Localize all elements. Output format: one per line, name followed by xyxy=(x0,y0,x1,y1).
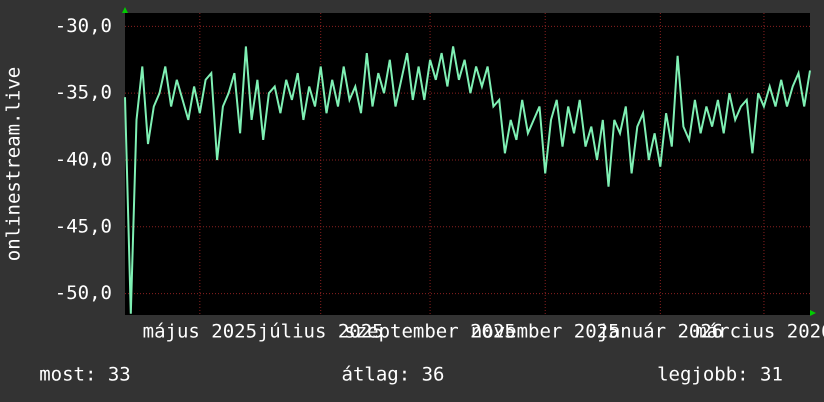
footer-stat: legjobb: 31 xyxy=(657,364,783,386)
x-tick-label: szeptember 2025 xyxy=(344,321,516,343)
y-tick-label: -40,0 xyxy=(55,148,112,170)
x-tick-label: július 2025 xyxy=(258,321,384,343)
x-tick-label: január 2026 xyxy=(597,321,723,343)
x-tick-label: március 2026 xyxy=(695,321,824,343)
x-tick-label: május 2025 xyxy=(143,321,257,343)
axis-arrow xyxy=(122,7,128,13)
footer-stat: átlag: 36 xyxy=(342,364,445,386)
x-tick-label: november 2025 xyxy=(471,321,620,343)
y-tick-label: -45,0 xyxy=(55,215,112,237)
y-axis-label: onlinestream.live xyxy=(3,67,25,261)
axis-arrow xyxy=(810,310,816,316)
y-tick-label: -30,0 xyxy=(55,15,112,37)
plot-area xyxy=(125,13,810,315)
y-tick-label: -35,0 xyxy=(55,82,112,104)
footer-stat: most: 33 xyxy=(39,364,131,386)
data-line xyxy=(124,46,811,314)
y-tick-label: -50,0 xyxy=(55,282,112,304)
